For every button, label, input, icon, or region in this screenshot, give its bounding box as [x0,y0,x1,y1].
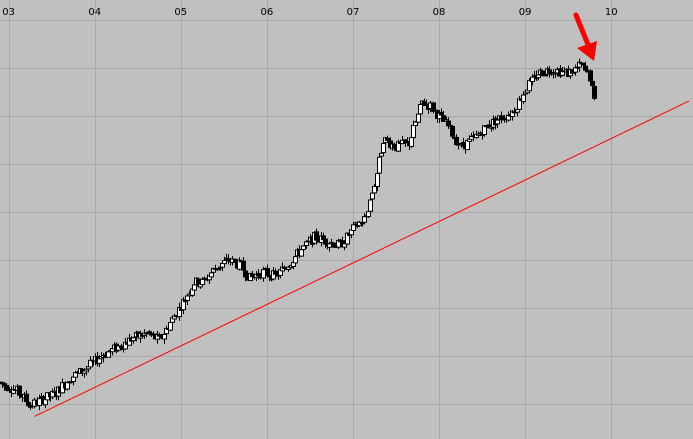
candle-body [286,266,291,270]
x-tick-label: 07 [347,7,360,18]
candle-body [222,260,227,265]
candle-body [342,243,347,248]
candle-body [515,109,520,113]
candle-body [185,295,190,301]
x-axis-ticks: 03 04 05 06 07 08 09 10 [2,7,617,18]
candle-body [65,382,70,390]
candle-body [377,156,382,174]
candle-body [215,268,220,271]
candle-body [360,222,365,225]
candle-body [273,270,278,275]
candle-body [581,62,586,66]
candle-body [71,376,76,383]
candle-body [314,231,319,241]
candle-body [411,124,416,139]
candle-body [26,401,31,407]
candle-body [37,398,42,406]
arrow-shaft [573,12,592,50]
candle-body [17,385,22,396]
candle-body [385,137,390,141]
candle-body [327,243,332,248]
candle-body [530,76,535,82]
arrow-head [577,41,597,61]
trendline [34,100,689,417]
candle-body [168,322,173,331]
candle-body [416,113,421,123]
candle-body [372,185,377,194]
candle-body [265,268,270,277]
candle-body [106,351,111,358]
candle-body [588,70,593,82]
candle-body [368,199,373,212]
x-tick-label: 10 [605,7,618,18]
candle-body [441,115,446,122]
candle-body [181,299,186,311]
candle-body [366,211,371,218]
candle-body [450,126,455,137]
candle-body [97,358,102,364]
annotation-arrow [573,12,597,61]
candle-body [7,389,12,392]
candle-body [4,384,9,391]
candle-body [88,359,93,368]
candle-body [299,249,304,257]
candle-body [418,104,423,115]
candle-body [521,94,526,103]
candle-body [362,216,367,223]
candle-body [209,272,214,278]
candle-body [200,278,205,286]
candle-body [381,143,386,154]
candle-body [590,80,595,87]
candle-body [592,85,597,99]
x-tick-label: 05 [174,7,187,18]
candle-body [465,139,470,151]
candle-body [261,269,266,279]
candle-body [370,192,375,200]
candle-body [413,121,418,127]
candle-body [24,393,29,403]
candle-body [162,333,167,340]
candle-body [241,260,246,271]
candle-body [409,137,414,147]
candle-body [517,98,522,110]
candlestick-series [0,58,597,411]
candle-body [293,256,298,264]
x-tick-label: 04 [88,7,101,18]
candle-body [439,111,444,116]
candle-body [495,119,500,125]
x-tick-label: 06 [261,7,274,18]
candle-body [351,224,356,231]
candle-body [499,115,504,121]
candle-body [233,258,238,263]
candle-body [84,368,89,372]
candle-body [536,74,541,79]
candle-body [192,284,197,291]
candle-body [375,173,380,187]
candle-body [243,270,248,278]
candle-body [583,65,588,71]
candle-body [119,345,124,349]
x-tick-label: 09 [519,7,532,18]
candle-body [131,337,136,342]
candle-body [379,152,384,157]
x-tick-label: 08 [433,7,446,18]
x-tick-label: 03 [2,7,15,18]
candle-body [301,245,306,250]
candle-body [540,70,545,77]
candle-body [543,74,548,77]
candle-body [527,80,532,92]
